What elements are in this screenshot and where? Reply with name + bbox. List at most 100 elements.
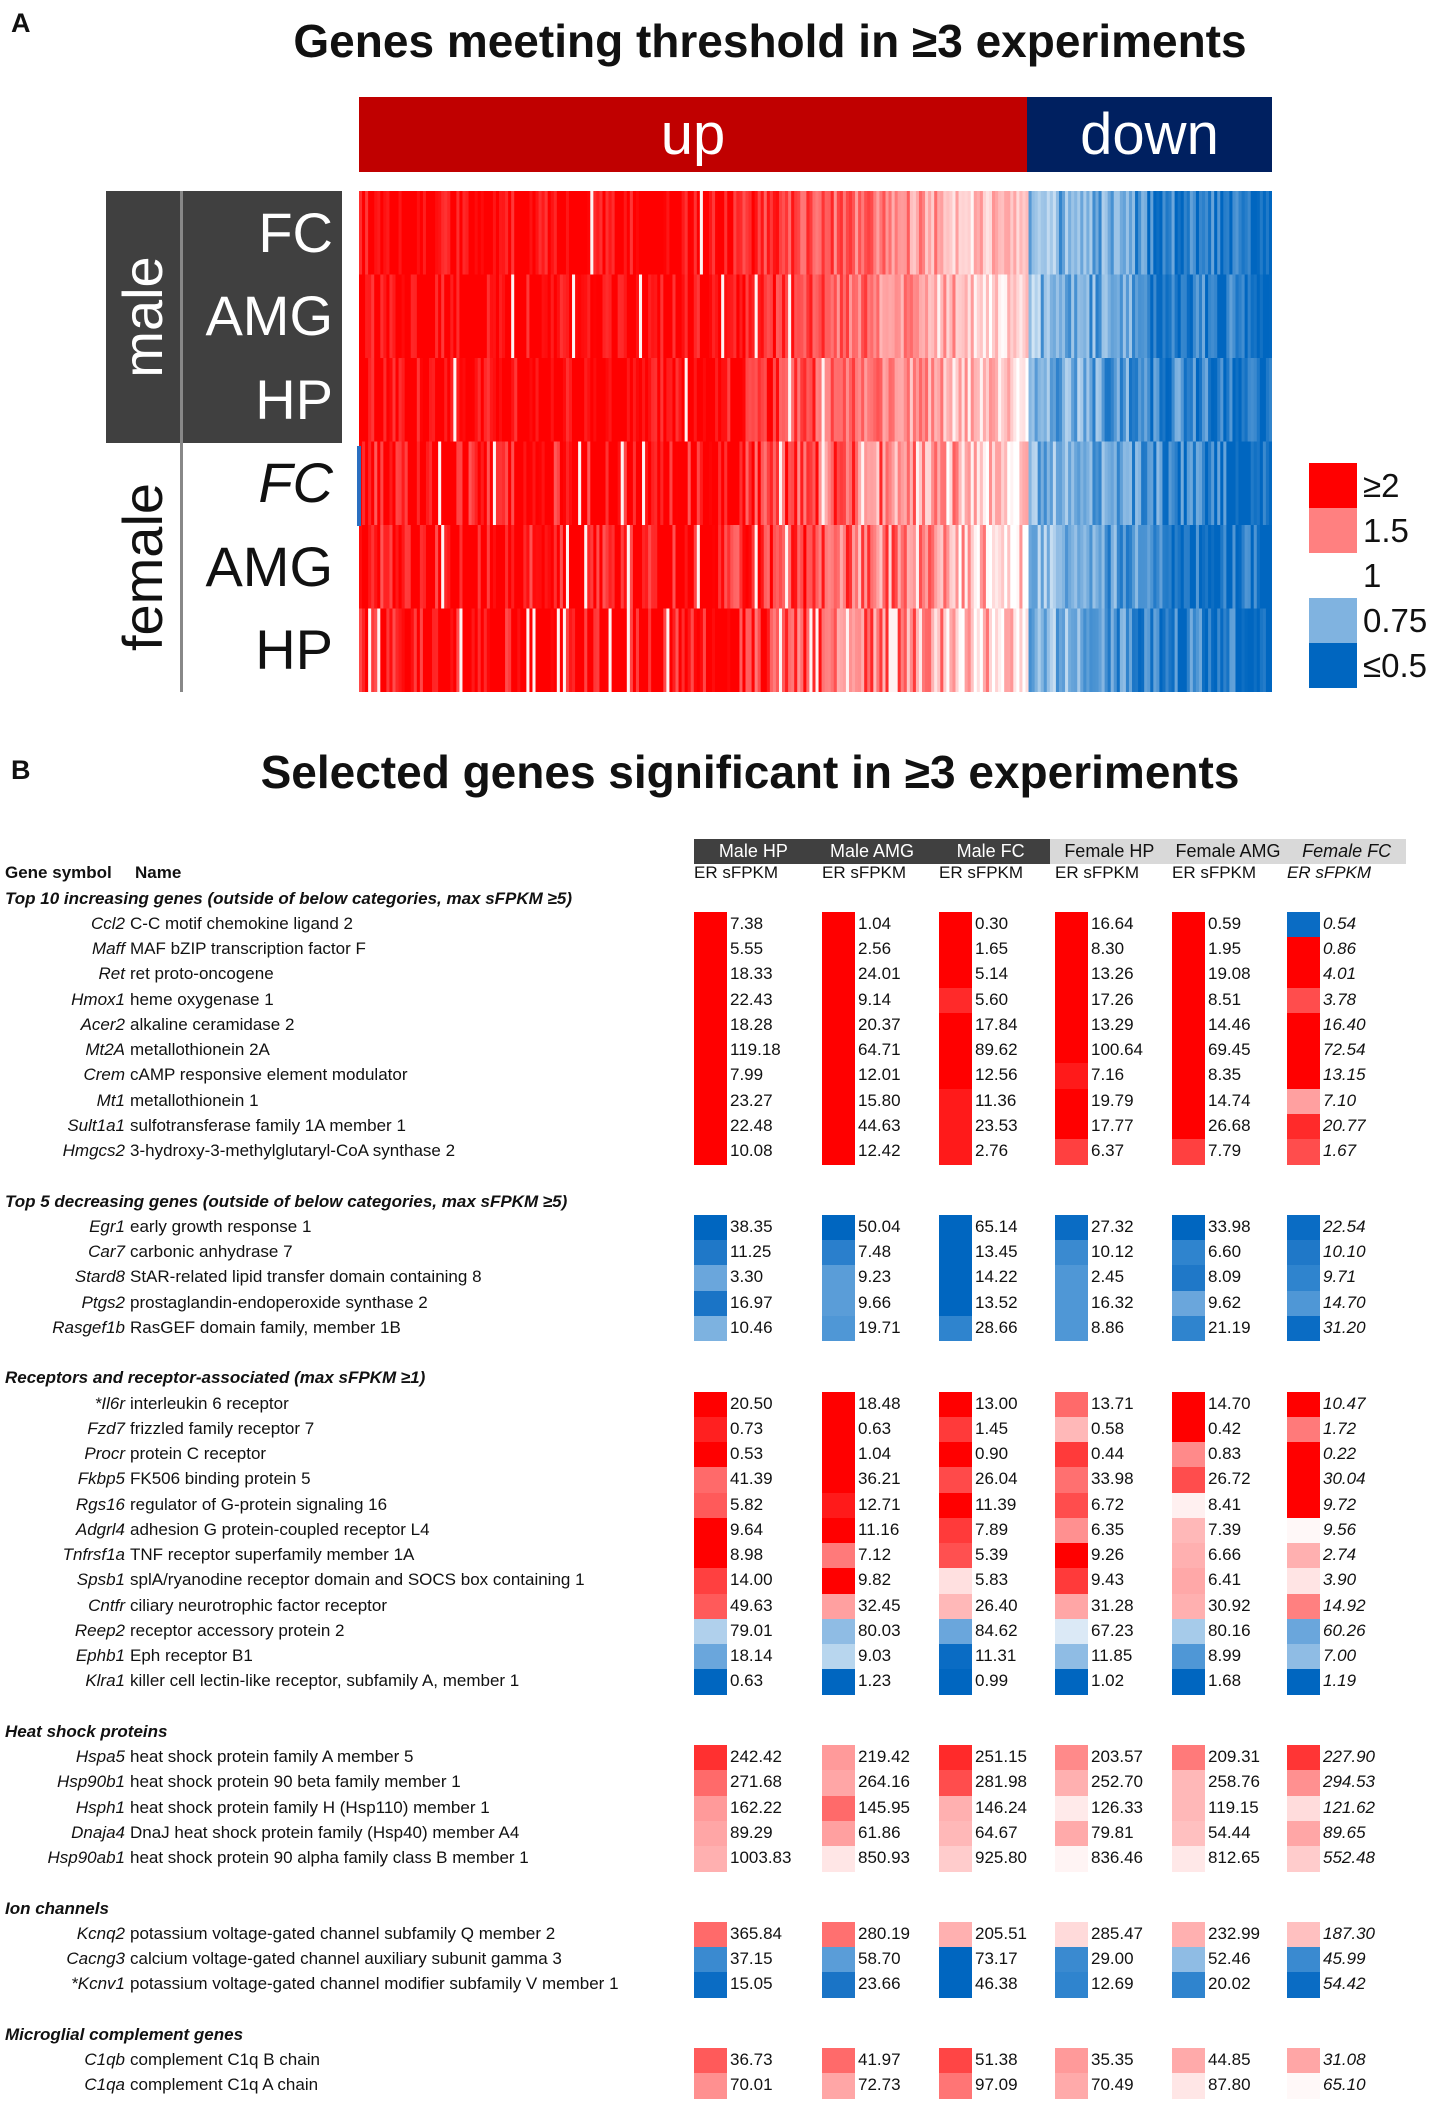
heatmap-cell [979, 441, 984, 526]
heatmap-cell [1211, 358, 1215, 442]
sfpkm-value: 20.50 [730, 1393, 773, 1413]
sfpkm-value: 7.10 [1323, 1090, 1357, 1110]
heatmap-cell [681, 191, 686, 275]
heatmap-cell [593, 274, 597, 359]
heatmap-cell [374, 358, 378, 442]
heatmap-cell [453, 274, 457, 359]
heatmap-cell [1101, 441, 1106, 526]
heatmap-cell [544, 525, 549, 609]
sfpkm-value: 19.79 [1091, 1090, 1134, 1110]
heatmap-cell [855, 441, 859, 526]
heatmap-cell [952, 608, 957, 692]
heatmap-cell [778, 191, 783, 275]
heatmap-cell [964, 608, 969, 692]
heatmap-cell [727, 441, 731, 526]
heatmap-cell [1007, 525, 1011, 609]
heatmap-cell [1055, 191, 1060, 275]
gene-symbol: Cacng3 [66, 1949, 125, 1969]
heatmap-cell [958, 274, 963, 359]
sfpkm-value: 15.05 [730, 1974, 773, 1994]
heatmap-cell [760, 274, 765, 359]
heatmap-cell [1086, 274, 1090, 359]
sfpkm-value: 20.77 [1323, 1115, 1366, 1135]
gene-name: heat shock protein family H (Hsp110) mem… [130, 1797, 490, 1817]
heatmap-cell [1171, 358, 1176, 442]
heatmap-cell [848, 525, 853, 609]
heatmap-cell [1147, 358, 1151, 442]
er-color-cell [939, 1290, 972, 1317]
heatmap-cell [1229, 274, 1234, 359]
heatmap-cell [1202, 358, 1206, 442]
heatmap-cell [982, 358, 987, 442]
heatmap-cell [1043, 191, 1048, 275]
er-color-cell [822, 1593, 855, 1620]
heatmap-cell [882, 358, 887, 442]
heatmap-cell [1141, 358, 1145, 442]
heatmap-cell [1074, 274, 1078, 359]
heatmap-cell [745, 358, 750, 442]
heatmap-cell [459, 358, 464, 442]
heatmap-cell [438, 274, 442, 359]
heatmap-cell [973, 358, 978, 442]
heatmap-cell [1128, 525, 1133, 609]
heatmap-cell [888, 191, 893, 275]
gene-symbol-header: Gene symbol [5, 863, 112, 883]
heatmap-cell [605, 441, 610, 526]
down-label: down [1080, 102, 1219, 167]
sfpkm-value: 1.19 [1323, 1671, 1357, 1691]
heatmap-cell [964, 274, 969, 359]
heatmap-cell [1250, 191, 1255, 275]
heatmap-cell [1052, 608, 1057, 692]
sfpkm-value: 22.54 [1323, 1216, 1366, 1236]
heatmap-cell [766, 525, 771, 609]
er-color-cell [1055, 911, 1088, 938]
heatmap-cell [943, 358, 947, 442]
er-color-cell [822, 1921, 855, 1948]
heatmap-cell [842, 441, 847, 526]
heatmap-cell [961, 608, 966, 692]
heatmap-cell [730, 191, 734, 275]
heatmap-cell [955, 358, 960, 442]
heatmap-cell [535, 191, 540, 275]
heatmap-cell [708, 441, 713, 526]
er-color-cell [694, 1290, 727, 1317]
heatmap-cell [995, 608, 999, 692]
heatmap-cell [456, 274, 461, 359]
heatmap-cell [565, 608, 570, 692]
heatmap-cell [1052, 525, 1057, 609]
heatmap-cell [684, 441, 689, 526]
heatmap-cell [511, 608, 515, 692]
heatmap-cell [1062, 441, 1066, 526]
er-color-cell [822, 1467, 855, 1493]
heatmap-cell [529, 525, 534, 609]
heatmap-cell [578, 191, 582, 275]
heatmap-cell [447, 525, 451, 609]
heatmap-cell [568, 441, 573, 526]
heatmap-cell [1195, 441, 1200, 526]
heatmap-cell [398, 441, 403, 526]
heatmap-cell [724, 191, 728, 275]
heatmap-cell [547, 441, 552, 526]
heatmap-cell [502, 191, 506, 275]
er-color-cell [1055, 1391, 1088, 1418]
heatmap-cell [906, 441, 911, 526]
heatmap-cell [1229, 191, 1234, 275]
heatmap-cell [489, 274, 494, 359]
heatmap-cell [952, 358, 957, 442]
heatmap-cell [425, 358, 430, 442]
heatmap-cell [511, 191, 515, 275]
heatmap-cell [721, 608, 725, 692]
heatmap-cell [432, 274, 436, 359]
heatmap-cell [842, 274, 847, 359]
heatmap-cell [1007, 608, 1011, 692]
heatmap-cell [629, 441, 634, 526]
heatmap-cell [1052, 358, 1057, 442]
heatmap-cell [928, 525, 932, 609]
heatmap-cell [1022, 191, 1027, 275]
heatmap-cell [511, 358, 515, 442]
heatmap-cell [848, 608, 853, 692]
er-color-cell [1172, 1492, 1205, 1519]
heatmap-cell [1010, 608, 1014, 692]
heatmap-cell [1128, 608, 1133, 692]
sfpkm-value: 0.99 [975, 1671, 1009, 1691]
